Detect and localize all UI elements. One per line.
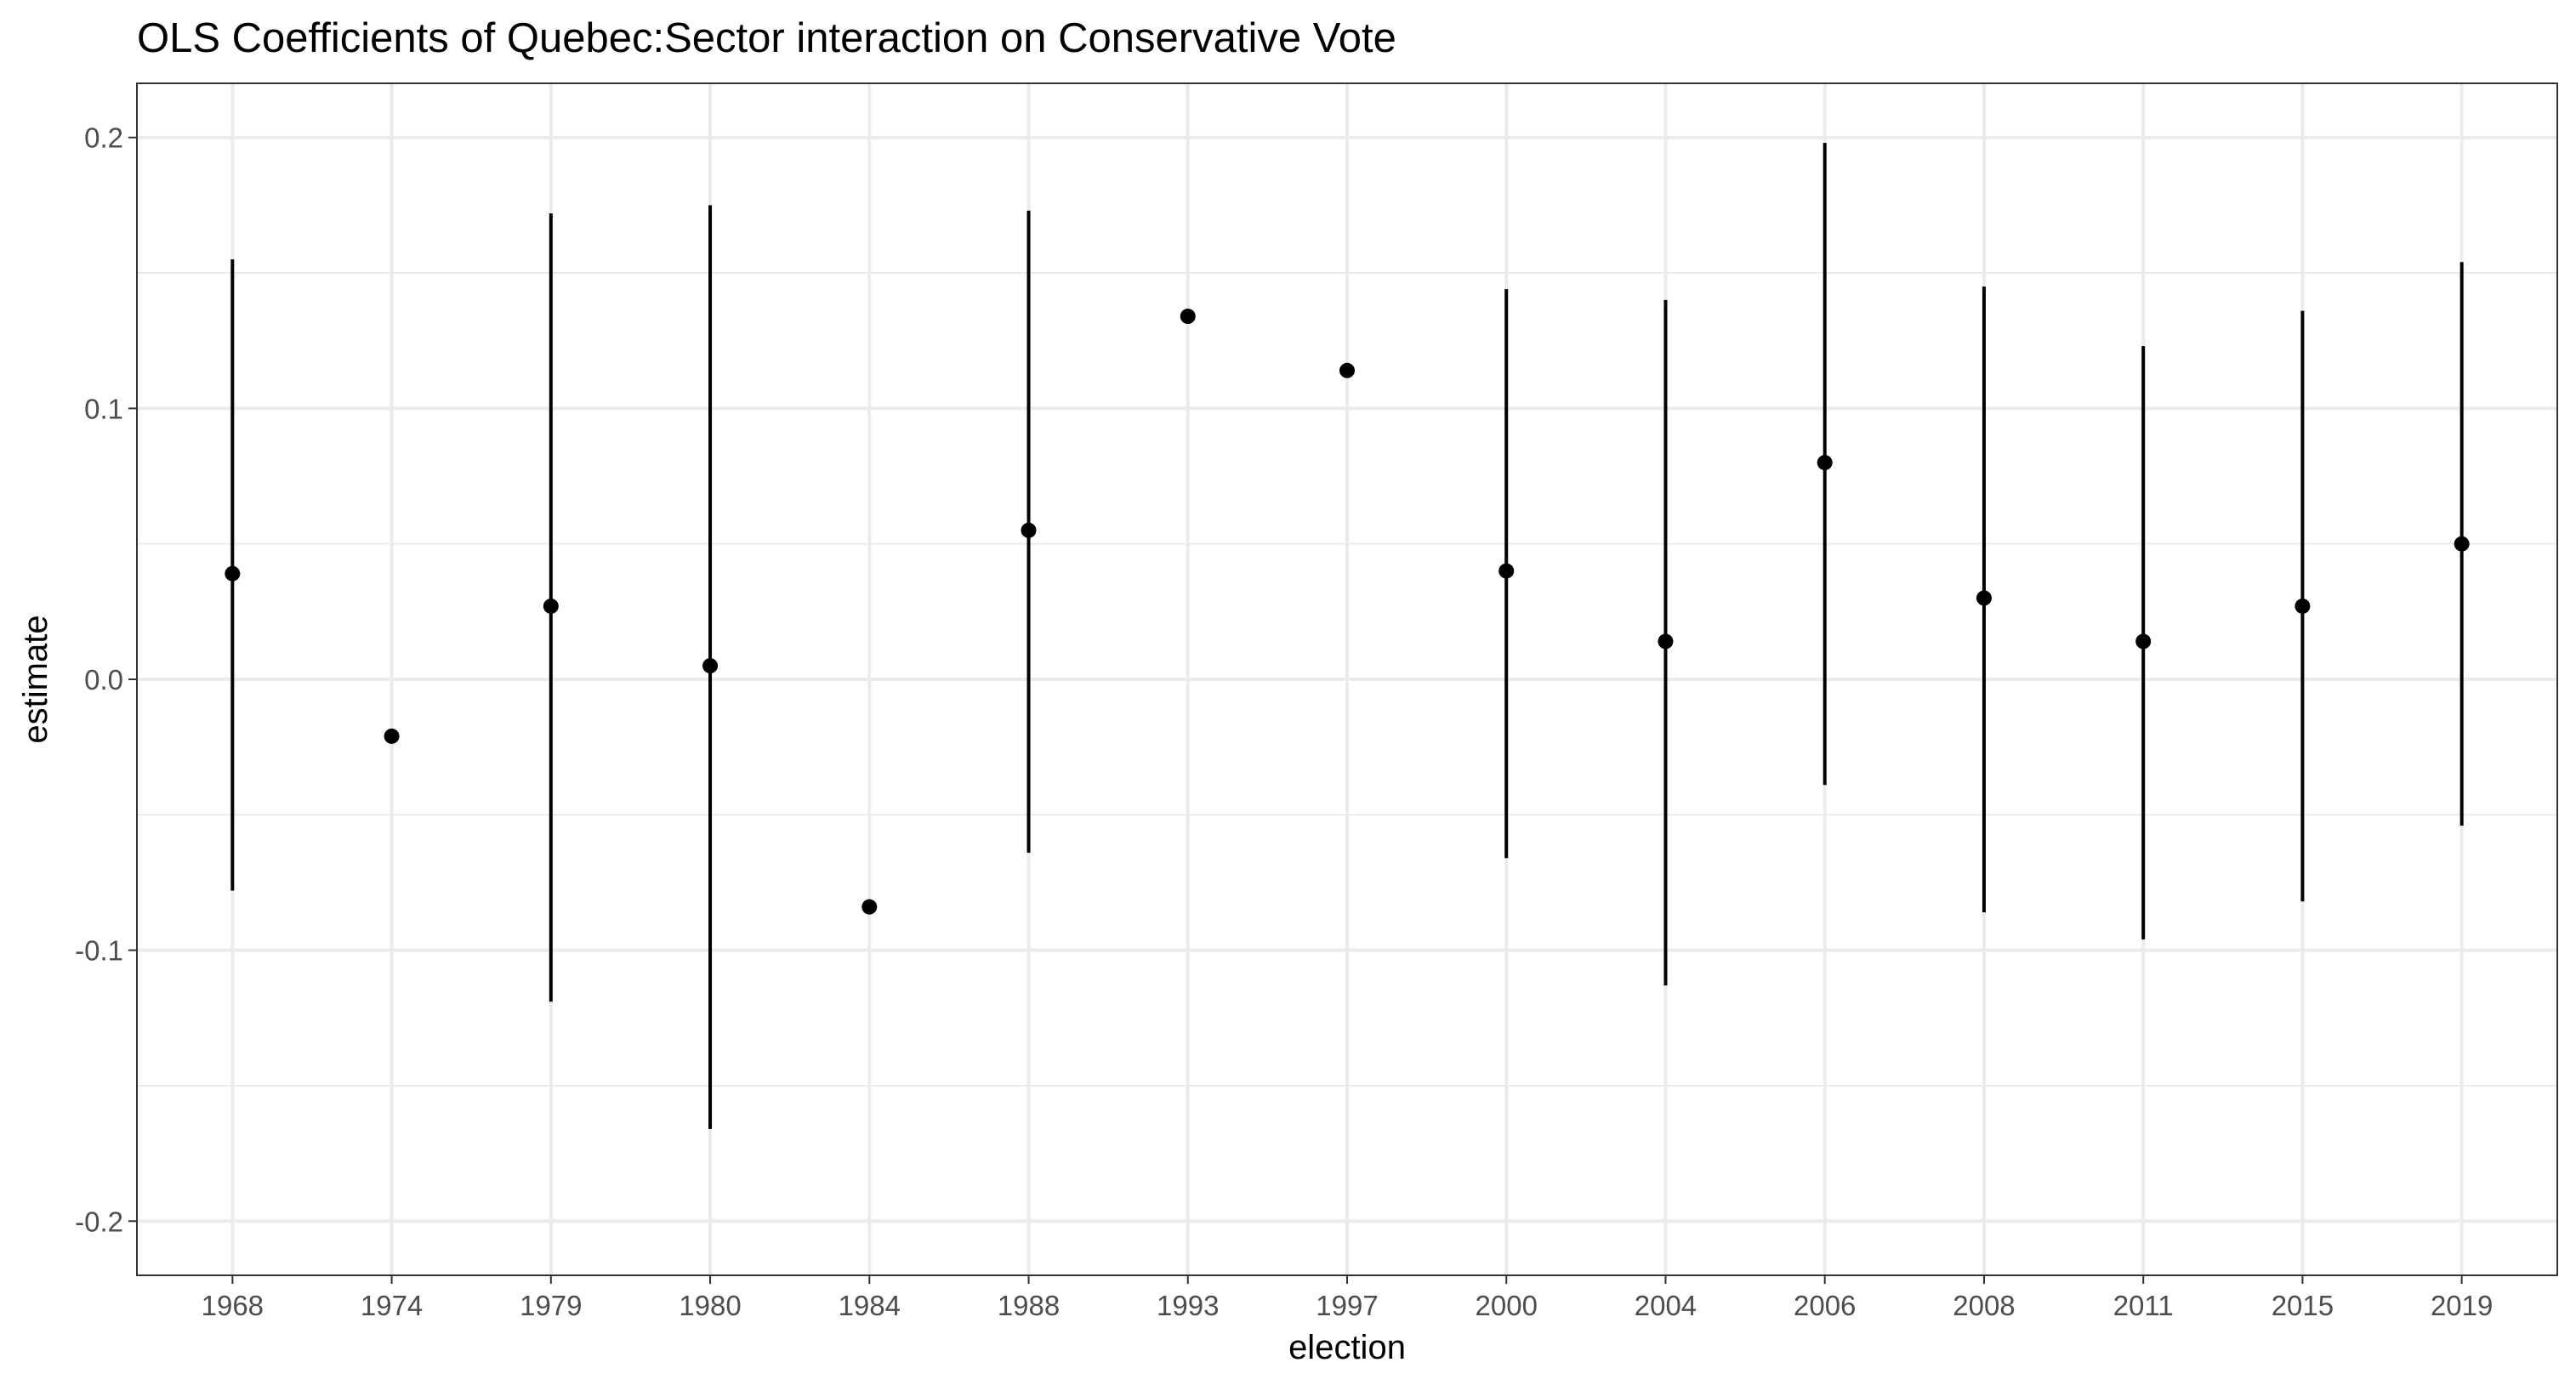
point-1984 xyxy=(862,899,878,915)
point-1974 xyxy=(384,728,400,744)
point-2000 xyxy=(1498,563,1515,579)
data-marks xyxy=(225,143,2470,1129)
x-tick-label: 2000 xyxy=(1476,1290,1538,1321)
chart-title: OLS Coefficients of Quebec:Sector intera… xyxy=(137,15,1396,61)
x-tick-label: 1993 xyxy=(1157,1290,1219,1321)
y-tick-label: -0.1 xyxy=(75,935,123,967)
x-tick-label: 1984 xyxy=(839,1290,901,1321)
x-tick-label: 1980 xyxy=(679,1290,741,1321)
point-2006 xyxy=(1817,455,1833,471)
point-2015 xyxy=(2295,598,2311,614)
y-tick-label: -0.2 xyxy=(75,1206,123,1237)
point-1993 xyxy=(1180,309,1196,325)
point-1968 xyxy=(225,565,241,582)
x-tick-label: 2015 xyxy=(2272,1290,2334,1321)
point-2004 xyxy=(1658,633,1674,650)
x-tick-label: 1979 xyxy=(520,1290,582,1321)
point-1997 xyxy=(1339,362,1355,378)
y-tick-label: 0.2 xyxy=(84,122,123,154)
point-1980 xyxy=(702,658,719,674)
y-tick-label: 0.1 xyxy=(84,393,123,424)
x-axis-title: election xyxy=(1288,1329,1406,1366)
x-tick-label: 2006 xyxy=(1794,1290,1856,1321)
x-tick-label: 2011 xyxy=(2113,1290,2174,1321)
x-tick-label: 2004 xyxy=(1635,1290,1697,1321)
x-tick-label: 2008 xyxy=(1953,1290,2015,1321)
y-axis-title: estimate xyxy=(17,615,54,743)
point-2019 xyxy=(2454,536,2470,552)
x-tick-label: 1974 xyxy=(361,1290,423,1321)
x-tick-label: 2019 xyxy=(2431,1290,2493,1321)
point-2008 xyxy=(1976,590,1992,606)
axes: -0.2 -0.1 0.0 0.1 0.2 1968 1974 1979 1980 1984 198… xyxy=(75,122,2493,1321)
point-2011 xyxy=(2135,633,2152,650)
grid xyxy=(137,83,2557,1275)
y-tick-label: 0.0 xyxy=(84,664,123,695)
point-1979 xyxy=(543,598,559,614)
point-1988 xyxy=(1021,522,1037,538)
x-tick-label: 1988 xyxy=(998,1290,1060,1321)
x-tick-label: 1968 xyxy=(202,1290,264,1321)
x-tick-label: 1997 xyxy=(1316,1290,1378,1321)
